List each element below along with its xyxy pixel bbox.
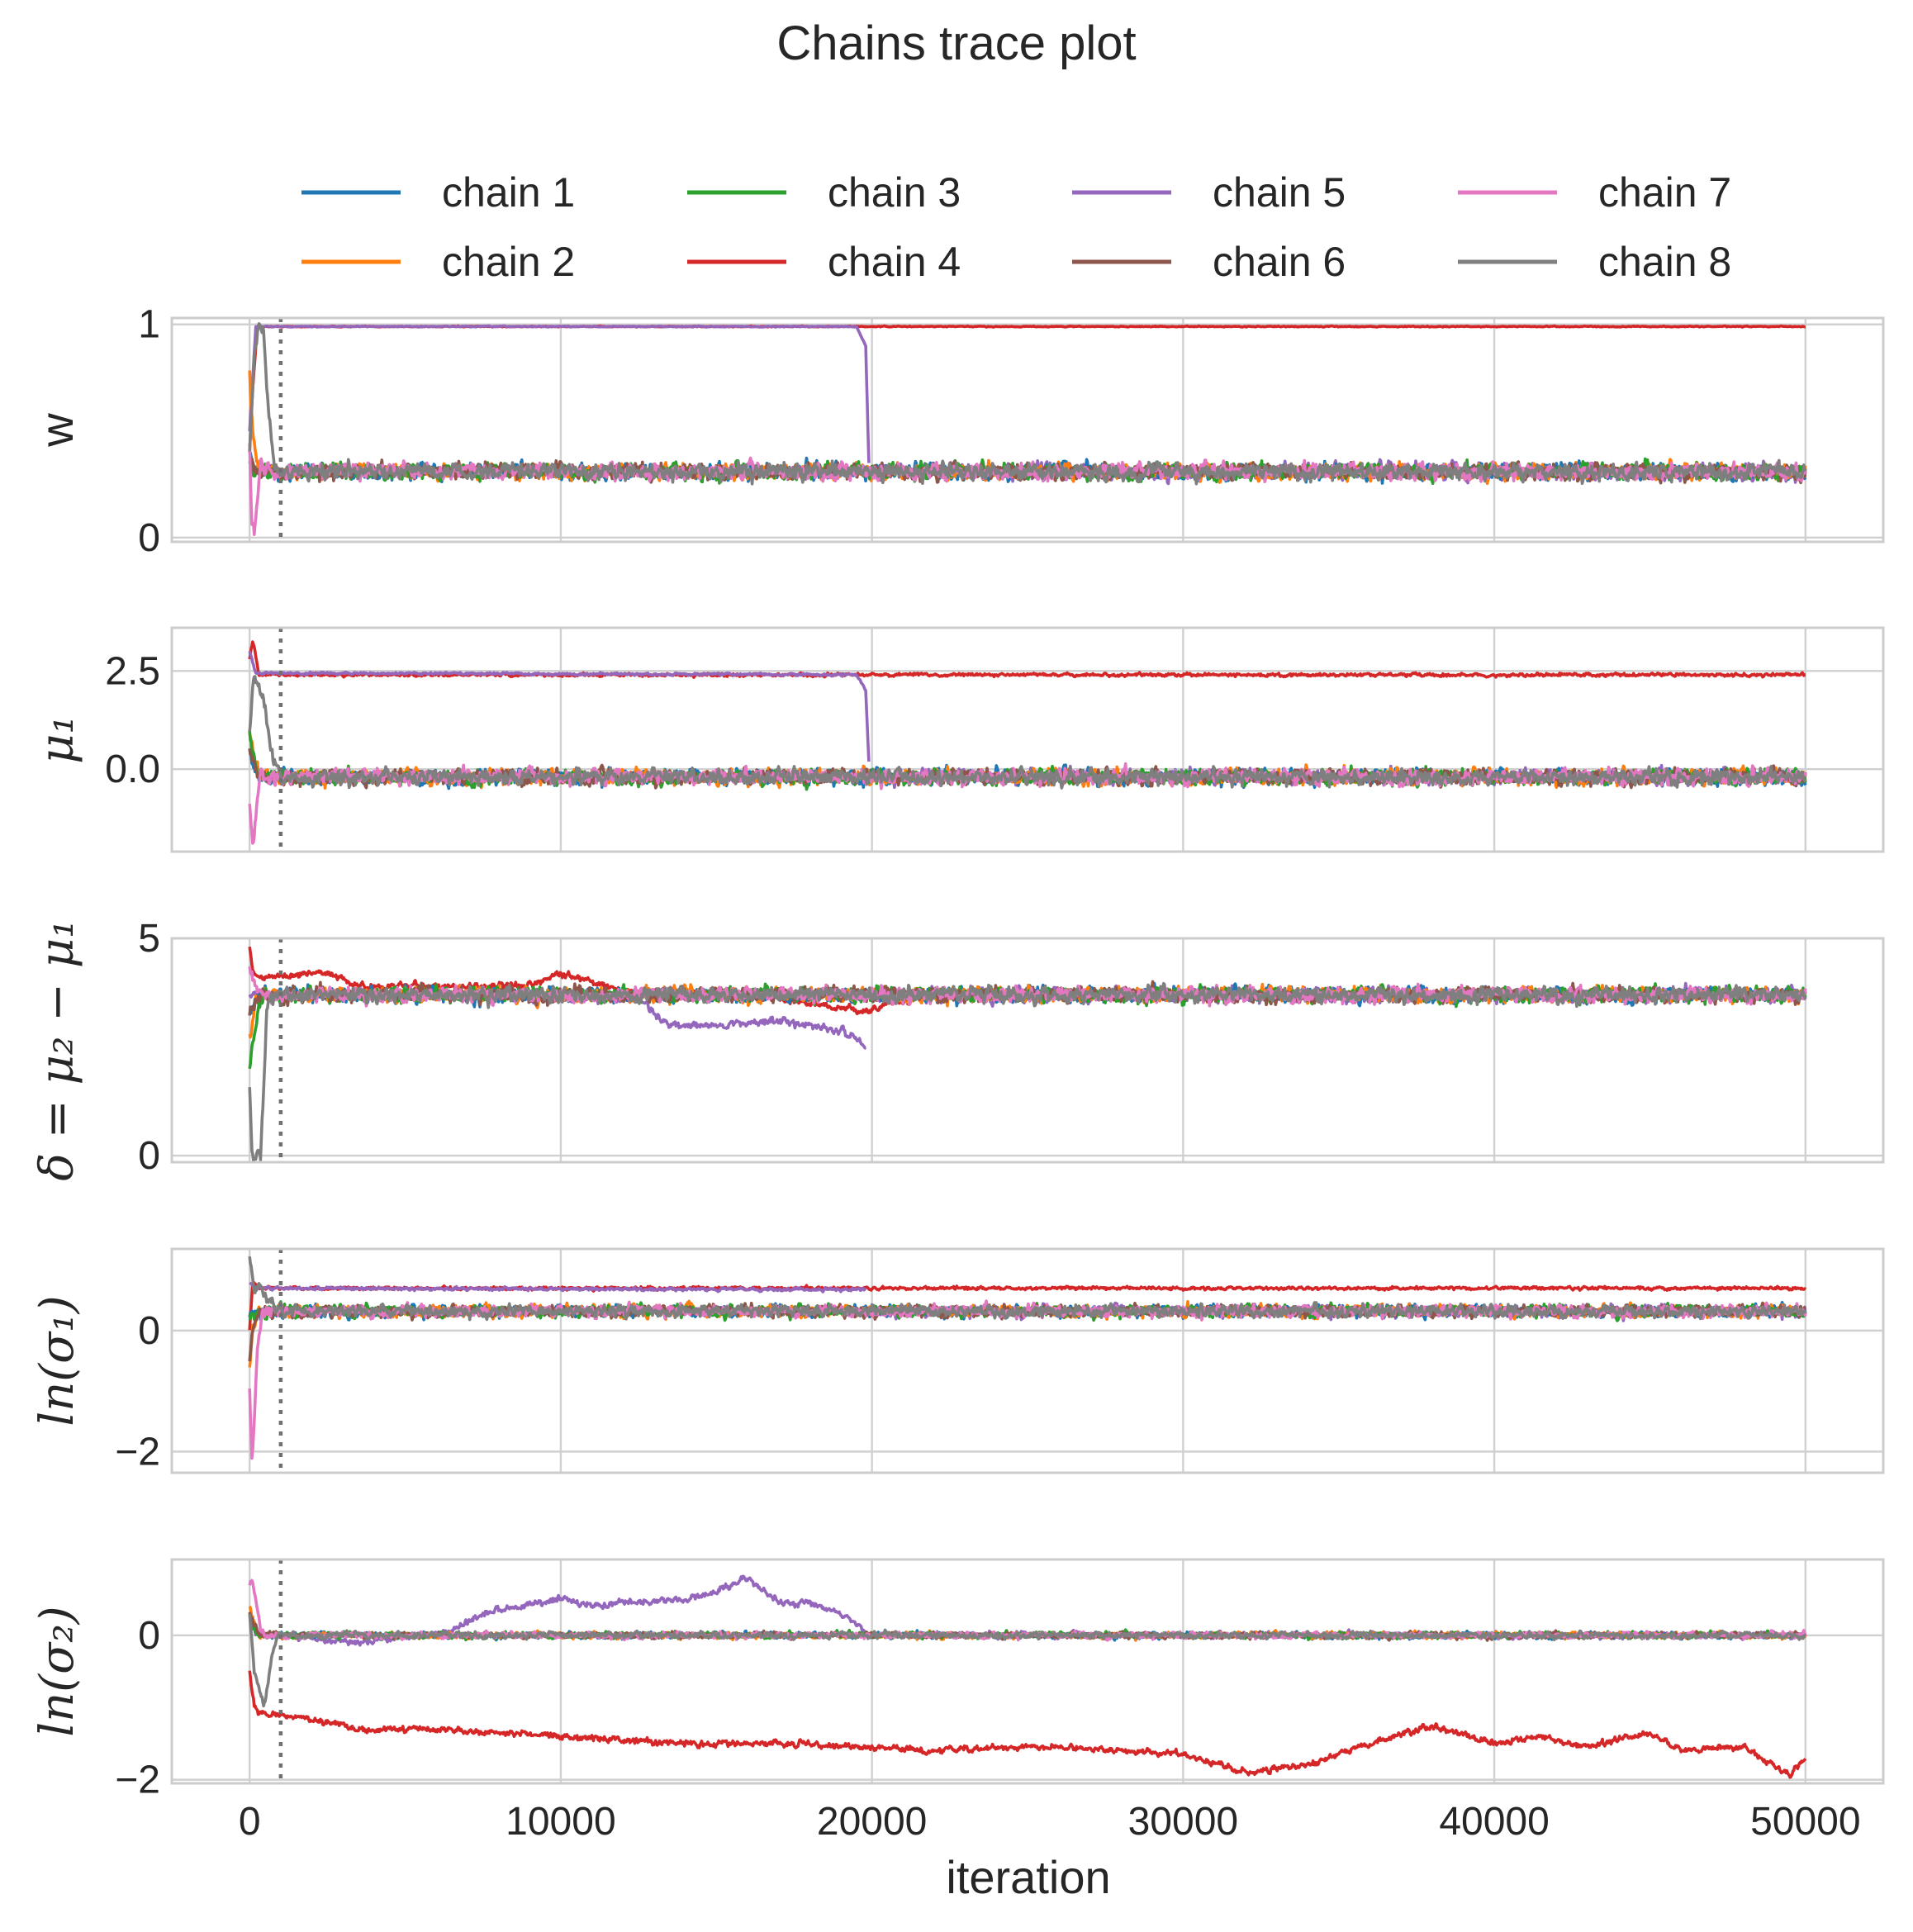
y-tick-label: 0 — [138, 1614, 160, 1658]
chain-trace-line — [248, 981, 1807, 1162]
y-tick-label: 5 — [138, 917, 160, 961]
legend-entry: chain 4 — [687, 239, 961, 285]
legend-entry: chain 2 — [301, 239, 575, 285]
series-group — [248, 1256, 1807, 1460]
x-axis-label: iteration — [946, 1851, 1110, 1903]
chain-trace-line — [248, 324, 1807, 486]
y-tick-label: −2 — [115, 1759, 160, 1802]
legend-label: chain 2 — [442, 239, 575, 285]
y-axis-label: w — [31, 413, 83, 448]
axes-frame — [170, 1247, 1885, 1474]
x-tick-label: 30000 — [1128, 1800, 1238, 1844]
x-tick-label: 40000 — [1439, 1800, 1549, 1844]
legend-label: chain 7 — [1598, 169, 1731, 216]
legend-label: chain 3 — [828, 169, 961, 216]
legend-label: chain 6 — [1213, 239, 1346, 285]
legend-entry: chain 8 — [1458, 239, 1731, 285]
series-group — [248, 946, 1807, 1162]
legend-entry: chain 7 — [1458, 169, 1731, 216]
series-group — [248, 640, 1807, 845]
subplot-panel: 0.0 2.5 μ₁ — [31, 626, 1885, 853]
legend-entry: chain 1 — [301, 169, 575, 216]
chain-trace-line — [248, 1613, 1806, 1708]
subplot-panel: 0 1 w — [31, 303, 1885, 560]
axes-frame — [170, 937, 1885, 1164]
x-tick-label: 10000 — [506, 1800, 615, 1844]
y-tick-label: −2 — [115, 1430, 160, 1474]
legend-label: chain 8 — [1598, 239, 1731, 285]
y-tick-label: 1 — [138, 303, 160, 347]
axes-frame — [170, 626, 1885, 853]
axes-frame — [170, 316, 1885, 544]
legend-label: chain 5 — [1213, 169, 1346, 216]
y-tick-label: 2.5 — [105, 649, 160, 693]
legend: chain 1 chain 2 chain 3 chain 4 chain 5 chain… — [301, 169, 1731, 285]
y-tick-label: 0 — [138, 516, 160, 560]
legend-entry: chain 3 — [687, 169, 961, 216]
axes-frame — [170, 1558, 1885, 1785]
chain-trace-line — [248, 640, 1806, 679]
legend-entry: chain 5 — [1072, 169, 1346, 216]
y-tick-label: 0.0 — [105, 748, 160, 791]
chain-trace-line — [248, 1299, 1807, 1460]
y-axis-label: ln(σ₁) — [31, 1295, 84, 1426]
series-group — [248, 1574, 1807, 1779]
y-axis-label: μ₁ — [31, 715, 84, 764]
y-axis-label: ln(σ₂) — [31, 1606, 84, 1736]
chain-trace-line — [248, 444, 1807, 536]
x-tick-label: 0 — [239, 1800, 261, 1844]
subplot-panel: 0 5 δ = μ₂ − μ₁ — [31, 917, 1885, 1181]
subplot-panels: 0 1 w 0.0 2.5 μ₁ 0 5 δ = μ₂ − μ₁ −2 0 ln(σ₁) −2 0 ln(σ… — [31, 303, 1885, 1844]
subplot-panel: −2 0 ln(σ₁) — [31, 1247, 1885, 1474]
chain-trace-line — [248, 675, 1807, 790]
legend-label: chain 4 — [828, 239, 961, 285]
chart-title: Chains trace plot — [776, 17, 1136, 70]
chain-trace-line — [248, 1256, 1807, 1322]
chain-trace-line — [248, 324, 1806, 453]
y-tick-label: 0 — [138, 1134, 160, 1178]
chain-trace-line — [248, 322, 1807, 486]
chain-trace-line — [248, 1670, 1807, 1779]
x-tick-label: 20000 — [817, 1800, 927, 1844]
y-axis-label: δ = μ₂ − μ₁ — [31, 919, 84, 1180]
x-tick-label: 50000 — [1750, 1800, 1860, 1844]
legend-label: chain 1 — [442, 169, 575, 216]
y-tick-label: 0 — [138, 1309, 160, 1353]
subplot-panel: −2 0 ln(σ₂) 0 10000 20000 30000 40000 50000 — [31, 1558, 1885, 1844]
legend-entry: chain 6 — [1072, 239, 1346, 285]
series-group — [248, 322, 1807, 536]
